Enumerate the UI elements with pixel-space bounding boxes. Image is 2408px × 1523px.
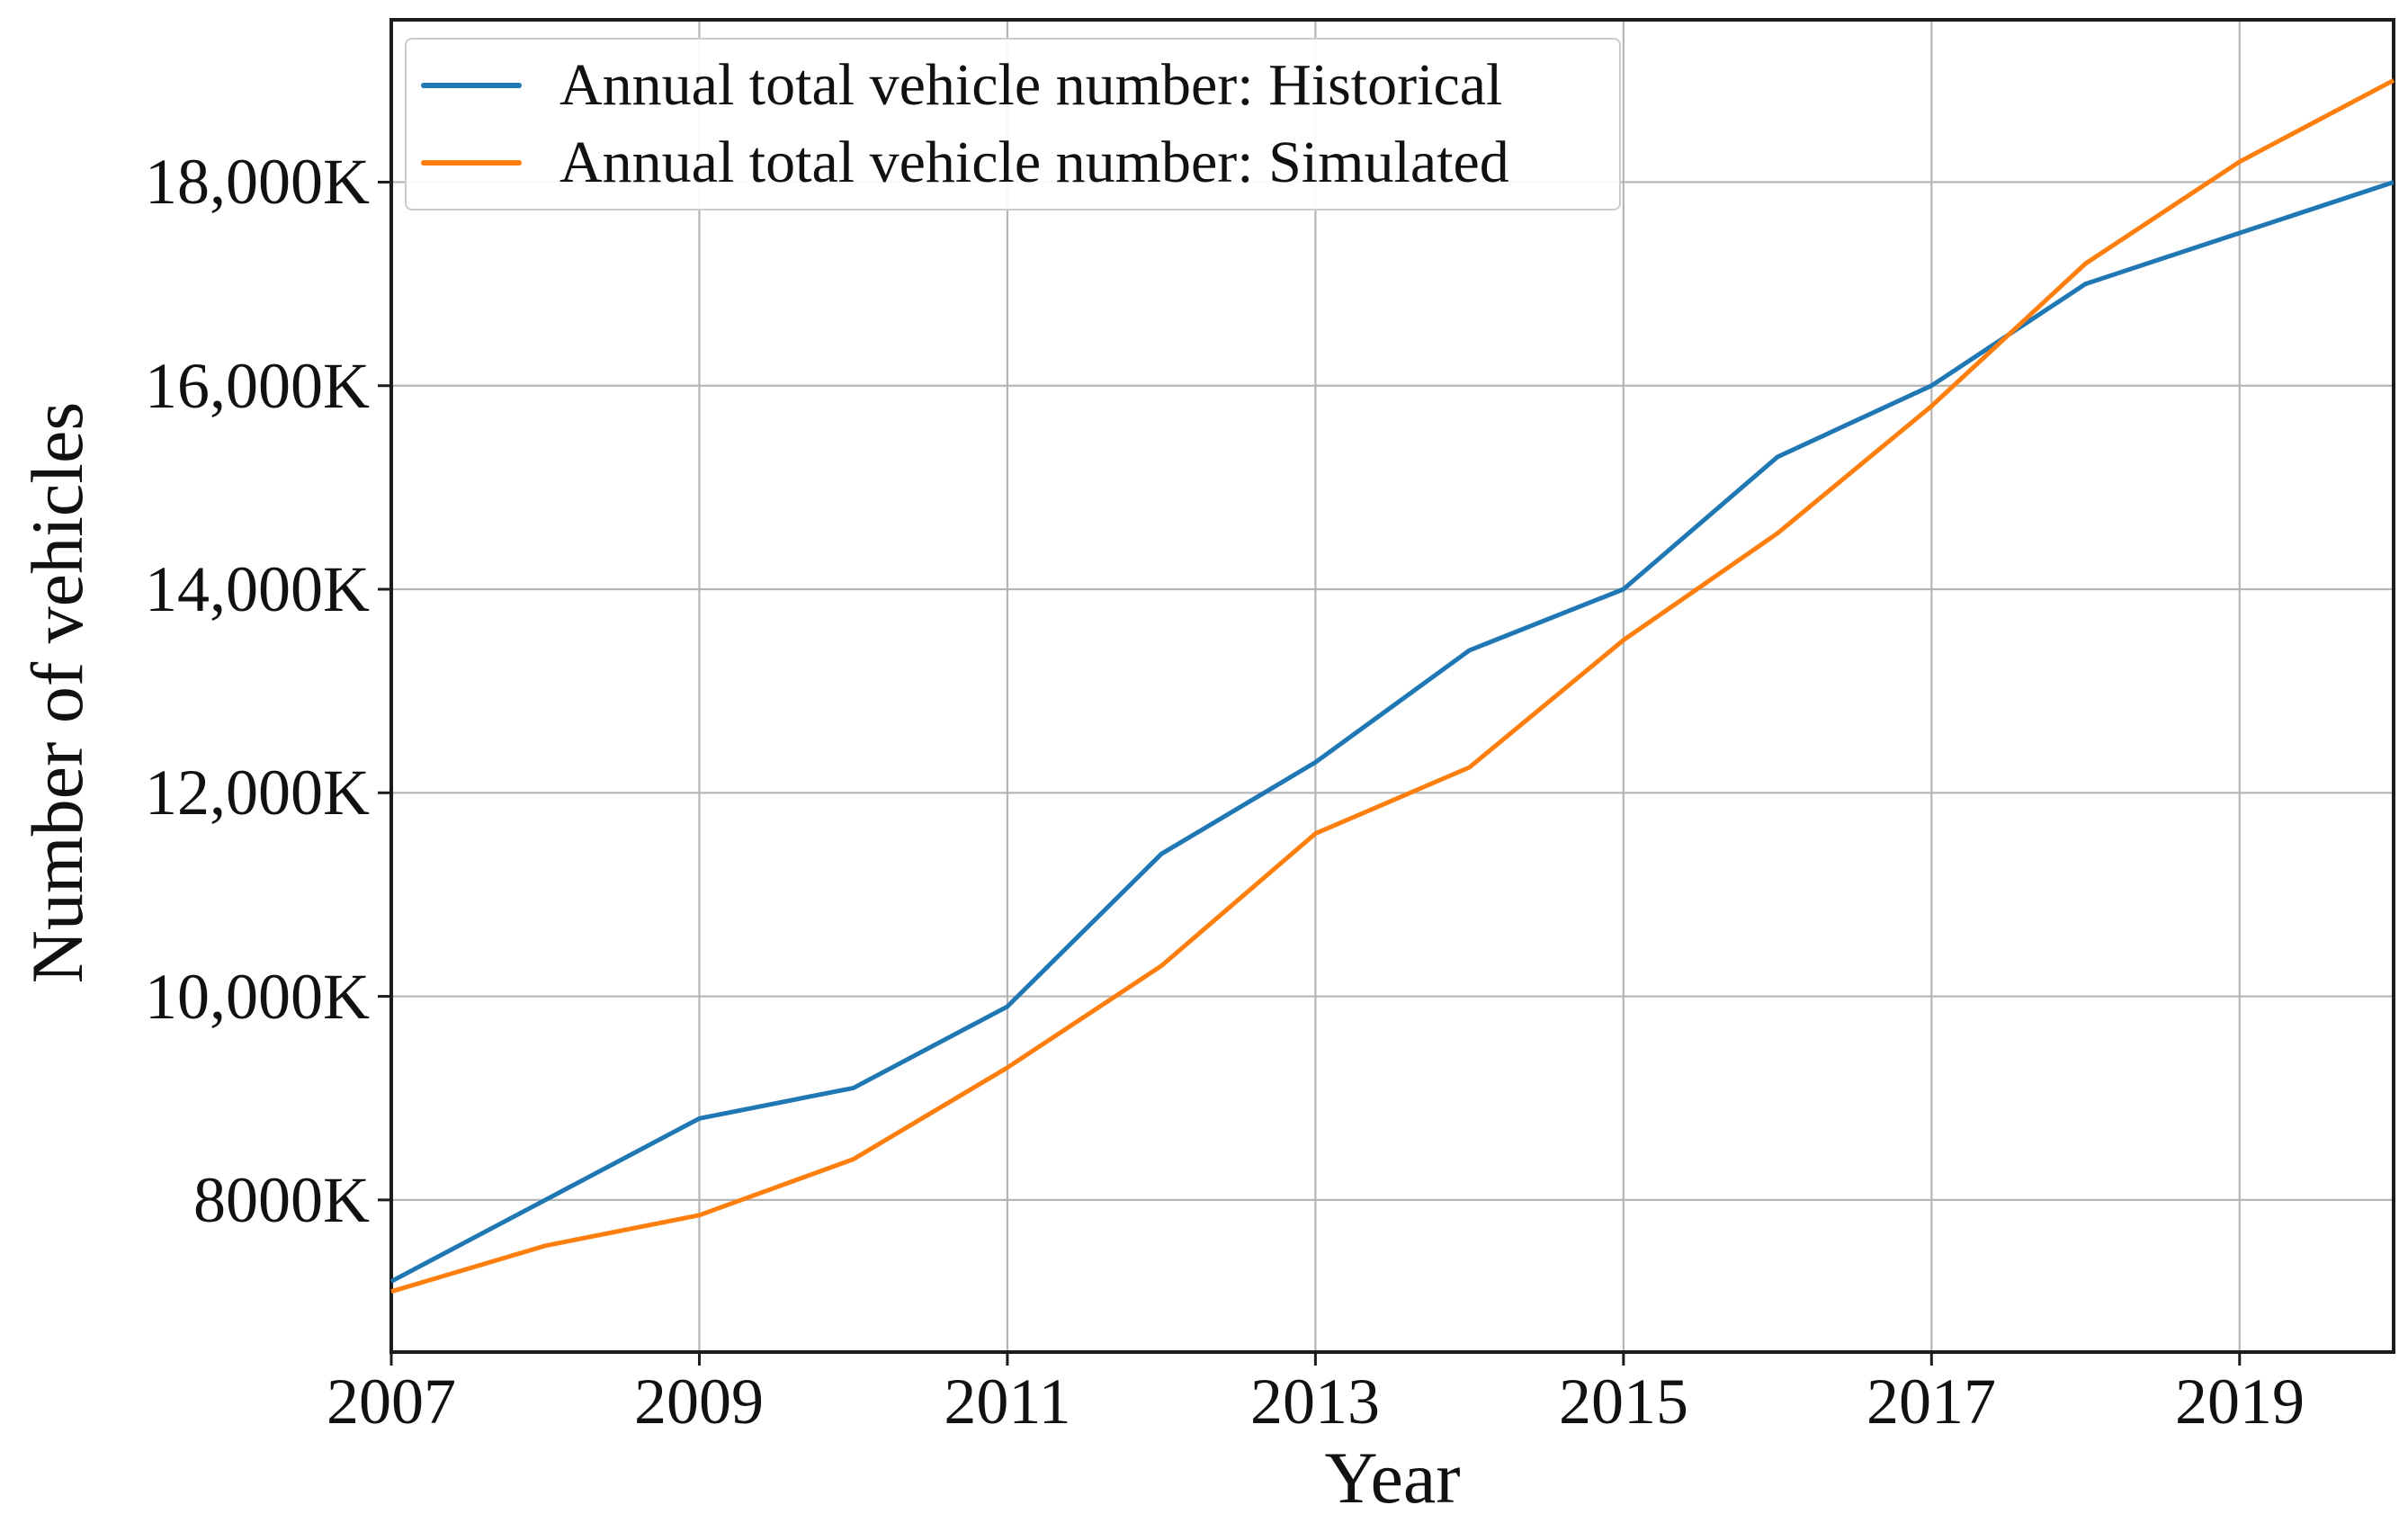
legend-item: Annual total vehicle number: Historical <box>421 49 1610 121</box>
series-line-simulated <box>390 78 2395 1295</box>
y-tick-label: 12,000K <box>145 757 370 829</box>
y-axis-title: Number of vehicles <box>16 401 98 984</box>
x-tick-label: 2013 <box>1250 1366 1380 1438</box>
y-tick-label: 18,000K <box>145 146 370 218</box>
legend: Annual total vehicle number: Historical A… <box>405 38 1621 211</box>
x-tick-label: 2011 <box>944 1366 1071 1438</box>
legend-label: Annual total vehicle number: Historical <box>559 51 1503 118</box>
legend-line-swatch-historical <box>421 82 522 88</box>
legend-line-swatch-simulated <box>421 160 522 166</box>
series-line-historical <box>389 180 2395 1284</box>
plot-spines <box>389 18 2395 1354</box>
y-tick-label: 14,000K <box>145 553 370 625</box>
x-tick-label: 2019 <box>2175 1366 2305 1438</box>
x-tick-label: 2015 <box>1559 1366 1688 1438</box>
x-tick-label: 2007 <box>327 1366 456 1438</box>
y-tick-label: 10,000K <box>145 961 370 1033</box>
legend-item: Annual total vehicle number: Simulated <box>421 127 1610 199</box>
x-tick-label: 2009 <box>634 1366 764 1438</box>
y-tick-label: 16,000K <box>145 350 370 422</box>
x-axis-title: Year <box>1324 1437 1461 1519</box>
y-tick-label: 8000K <box>193 1164 370 1236</box>
legend-label: Annual total vehicle number: Simulated <box>559 130 1509 196</box>
x-tick-label: 2017 <box>1866 1366 1996 1438</box>
